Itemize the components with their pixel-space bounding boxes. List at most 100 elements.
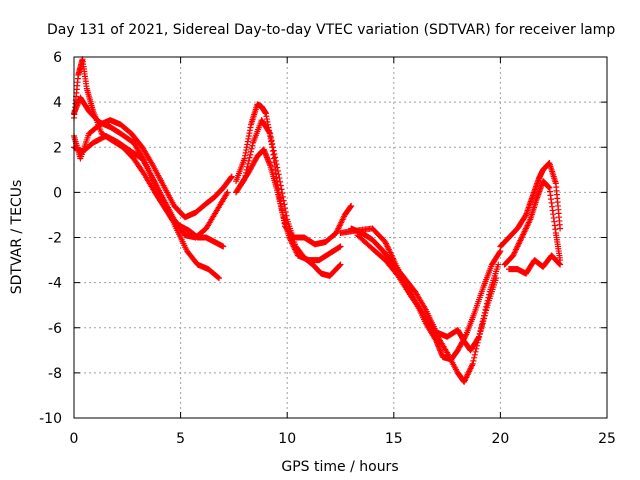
data-point [246,154,253,161]
data-point [269,144,276,151]
data-point [281,201,288,208]
data-point [481,312,488,319]
data-point [496,249,503,256]
data-point [483,300,490,307]
series-pass-11 [497,160,564,250]
data-point [215,274,222,281]
data-point [228,174,235,181]
data-point [337,243,344,250]
x-tick-label: 0 [70,431,79,447]
data-point [282,208,289,215]
x-tick-label: 10 [278,431,296,447]
data-point [242,172,249,179]
x-tick-label: 25 [598,431,616,447]
data-point [273,161,280,168]
data-point [270,147,277,154]
data-point [266,129,273,136]
data-point [279,190,286,197]
data-point [240,176,247,183]
data-point [276,175,283,182]
y-tick-label: -2 [48,231,62,247]
data-point [271,151,278,158]
series-pass-3 [71,117,235,221]
data-point [336,262,343,269]
data-point [469,360,476,367]
data-point [485,294,492,301]
data-point [283,212,290,219]
data-point [557,261,564,268]
data-point [277,182,284,189]
data-point [471,351,478,358]
grid-lines [74,57,607,418]
series-pass-9 [348,225,500,354]
data-point [478,324,485,331]
data-point [348,202,355,209]
data-point [522,213,529,220]
plot-frame [73,56,608,419]
data-point [268,137,275,144]
data-point [475,336,482,343]
y-tick-label: -4 [48,276,62,292]
data-point [220,243,227,250]
y-axis-label: SDTVAR / TECUs [9,180,25,295]
data-point [267,134,274,141]
data-point [241,175,248,182]
data-points [71,56,564,385]
data-point [470,357,477,364]
data-point [245,160,252,167]
series-pass-12 [501,178,564,268]
x-tick-label: 20 [491,431,509,447]
x-axis-label: GPS time / hours [281,459,398,475]
data-point [483,303,490,310]
data-point [478,321,485,328]
y-tick-label: -6 [48,321,62,337]
data-point [277,178,284,185]
data-point [269,140,276,147]
chart-title: Day 131 of 2021, Sidereal Day-to-day VTE… [47,22,615,38]
data-point [473,342,480,349]
data-point [275,171,282,178]
data-point [267,130,274,137]
data-point [471,354,478,361]
series-pass-7 [233,117,344,279]
series-pass-5 [233,101,355,248]
data-point [476,330,483,337]
data-point [272,154,279,161]
data-point [224,189,231,196]
data-point [243,166,250,173]
data-point [247,151,254,158]
data-point [474,339,481,346]
data-point [242,169,249,176]
axis-ticks: 0 5 10 15 20 25 -10 -8 -6 -4 -2 0 2 4 6 [39,50,616,447]
y-tick-label: 0 [53,185,62,201]
y-tick-label: 4 [53,95,62,111]
data-point [215,275,222,282]
x-tick-label: 15 [385,431,403,447]
series-pass-13 [505,252,564,277]
data-point [278,186,285,193]
x-tick-label: 5 [176,431,185,447]
data-point [472,348,479,355]
data-point [247,148,254,155]
data-point [245,157,252,164]
data-point [393,271,400,278]
data-point [274,167,281,174]
data-point [248,145,255,152]
data-point [477,327,484,334]
data-point [556,260,563,267]
data-point [244,163,251,170]
data-point [479,318,486,325]
data-point [274,164,281,171]
data-point [557,225,564,232]
data-point [486,291,493,298]
data-point [473,345,480,352]
data-point [249,142,256,149]
series-pass-2 [71,94,222,282]
data-point [282,205,289,212]
data-point [272,157,279,164]
data-point [482,306,489,313]
data-point [280,197,287,204]
y-tick-label: 6 [53,50,62,66]
data-point [228,173,235,180]
y-tick-label: 2 [53,140,62,156]
